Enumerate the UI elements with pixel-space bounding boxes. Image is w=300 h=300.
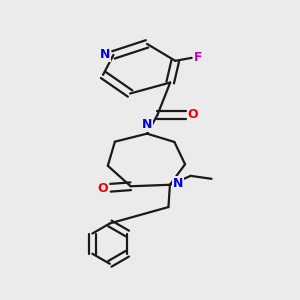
Text: N: N xyxy=(173,177,183,190)
Text: N: N xyxy=(100,48,110,62)
Text: O: O xyxy=(188,108,198,122)
Text: F: F xyxy=(194,51,203,64)
Text: N: N xyxy=(142,118,152,131)
Text: O: O xyxy=(98,182,108,195)
